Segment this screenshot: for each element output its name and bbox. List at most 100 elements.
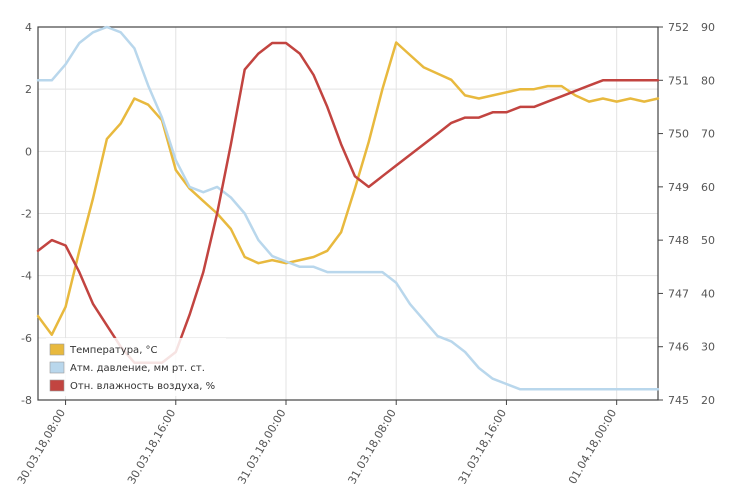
data-point <box>546 388 549 391</box>
data-point <box>367 271 370 273</box>
data-point <box>298 52 301 55</box>
data-point <box>422 143 425 146</box>
chart-grid <box>38 26 658 401</box>
data-point <box>147 103 150 106</box>
data-point <box>257 52 260 55</box>
data-point <box>340 143 342 146</box>
y-right-humidity-tick-label: 30 <box>701 341 715 354</box>
data-point <box>505 383 508 385</box>
data-point <box>133 47 136 50</box>
data-point <box>92 303 94 305</box>
data-point <box>285 260 287 263</box>
data-point <box>37 79 39 82</box>
data-point <box>533 388 535 391</box>
y-right-humidity-tick-label: 80 <box>701 74 715 87</box>
data-point <box>230 196 232 199</box>
data-point <box>533 88 535 90</box>
data-point <box>409 154 411 156</box>
data-point <box>381 175 384 177</box>
data-point <box>78 250 81 252</box>
data-point <box>615 388 618 391</box>
data-point <box>78 271 81 273</box>
data-point <box>629 97 632 100</box>
data-point <box>643 79 646 82</box>
data-point <box>37 250 39 252</box>
data-point <box>464 94 466 97</box>
y-left-tick-label: 4 <box>25 21 32 34</box>
data-point <box>257 239 260 241</box>
y-right-humidity-tick-label: 60 <box>701 181 715 194</box>
data-point <box>340 231 342 233</box>
data-point <box>588 84 590 87</box>
data-point <box>519 388 522 391</box>
y-left-tick-label: -6 <box>21 332 32 345</box>
data-point <box>478 116 480 119</box>
data-point <box>243 68 246 71</box>
data-point <box>657 97 659 100</box>
y-right-pressure-tick-label: 746 <box>668 341 689 354</box>
y-left-tick-label: -8 <box>21 394 32 407</box>
data-point <box>450 340 453 343</box>
data-point <box>381 271 384 273</box>
data-point <box>491 111 494 114</box>
data-point <box>560 85 563 87</box>
data-point <box>271 259 274 261</box>
data-point <box>505 111 508 114</box>
data-point <box>326 106 329 108</box>
data-point <box>119 122 122 125</box>
data-point <box>436 72 439 75</box>
y-left-tick-label: -4 <box>21 270 32 283</box>
data-point <box>298 259 301 261</box>
data-point <box>574 94 577 97</box>
data-point <box>50 79 53 82</box>
data-point <box>560 95 563 98</box>
data-point <box>354 187 356 190</box>
data-point <box>436 132 439 135</box>
data-point <box>546 85 549 87</box>
data-point <box>312 265 315 268</box>
data-point <box>560 388 563 391</box>
x-tick-label: 31.03.18,08:00 <box>345 407 398 486</box>
x-tick-label: 31.03.18,00:00 <box>235 407 288 486</box>
data-point <box>478 367 480 369</box>
data-point <box>230 228 232 230</box>
data-point <box>161 116 163 119</box>
y-right-pressure-tick-label: 745 <box>668 394 689 407</box>
y-right-pressure-tick-label: 748 <box>668 234 689 247</box>
data-point <box>464 116 466 119</box>
data-point <box>106 138 108 140</box>
legend-swatch <box>49 343 65 356</box>
data-point <box>464 351 466 353</box>
y-right-humidity-tick-label: 40 <box>701 287 715 300</box>
y-right-humidity-tick-label: 50 <box>701 234 715 247</box>
data-point <box>64 305 67 308</box>
data-point <box>271 255 274 257</box>
data-point <box>422 319 425 321</box>
data-point <box>243 256 246 258</box>
data-point <box>64 244 67 247</box>
data-point <box>106 324 108 327</box>
data-point <box>395 41 398 44</box>
data-point <box>202 191 205 193</box>
data-point <box>133 97 136 100</box>
data-point <box>395 164 398 167</box>
y-right-pressure-tick-label: 749 <box>668 181 689 194</box>
data-point <box>629 79 632 82</box>
chart-series <box>36 25 660 391</box>
data-point <box>533 106 535 108</box>
legend-box <box>46 338 226 396</box>
data-point <box>312 256 315 258</box>
data-point <box>298 265 301 268</box>
data-point <box>409 54 411 56</box>
data-point <box>436 335 439 337</box>
x-tick-label: 01.04.18,00:00 <box>566 407 619 486</box>
data-point <box>326 271 329 273</box>
legend-swatch <box>49 361 65 374</box>
data-point <box>216 212 218 215</box>
y-left-tick-label: -2 <box>21 208 32 221</box>
data-point <box>37 315 39 317</box>
y-right-humidity-tick-label: 70 <box>701 128 715 141</box>
series-line <box>36 41 660 336</box>
legend-entry-label: Температура, °C <box>69 345 158 356</box>
